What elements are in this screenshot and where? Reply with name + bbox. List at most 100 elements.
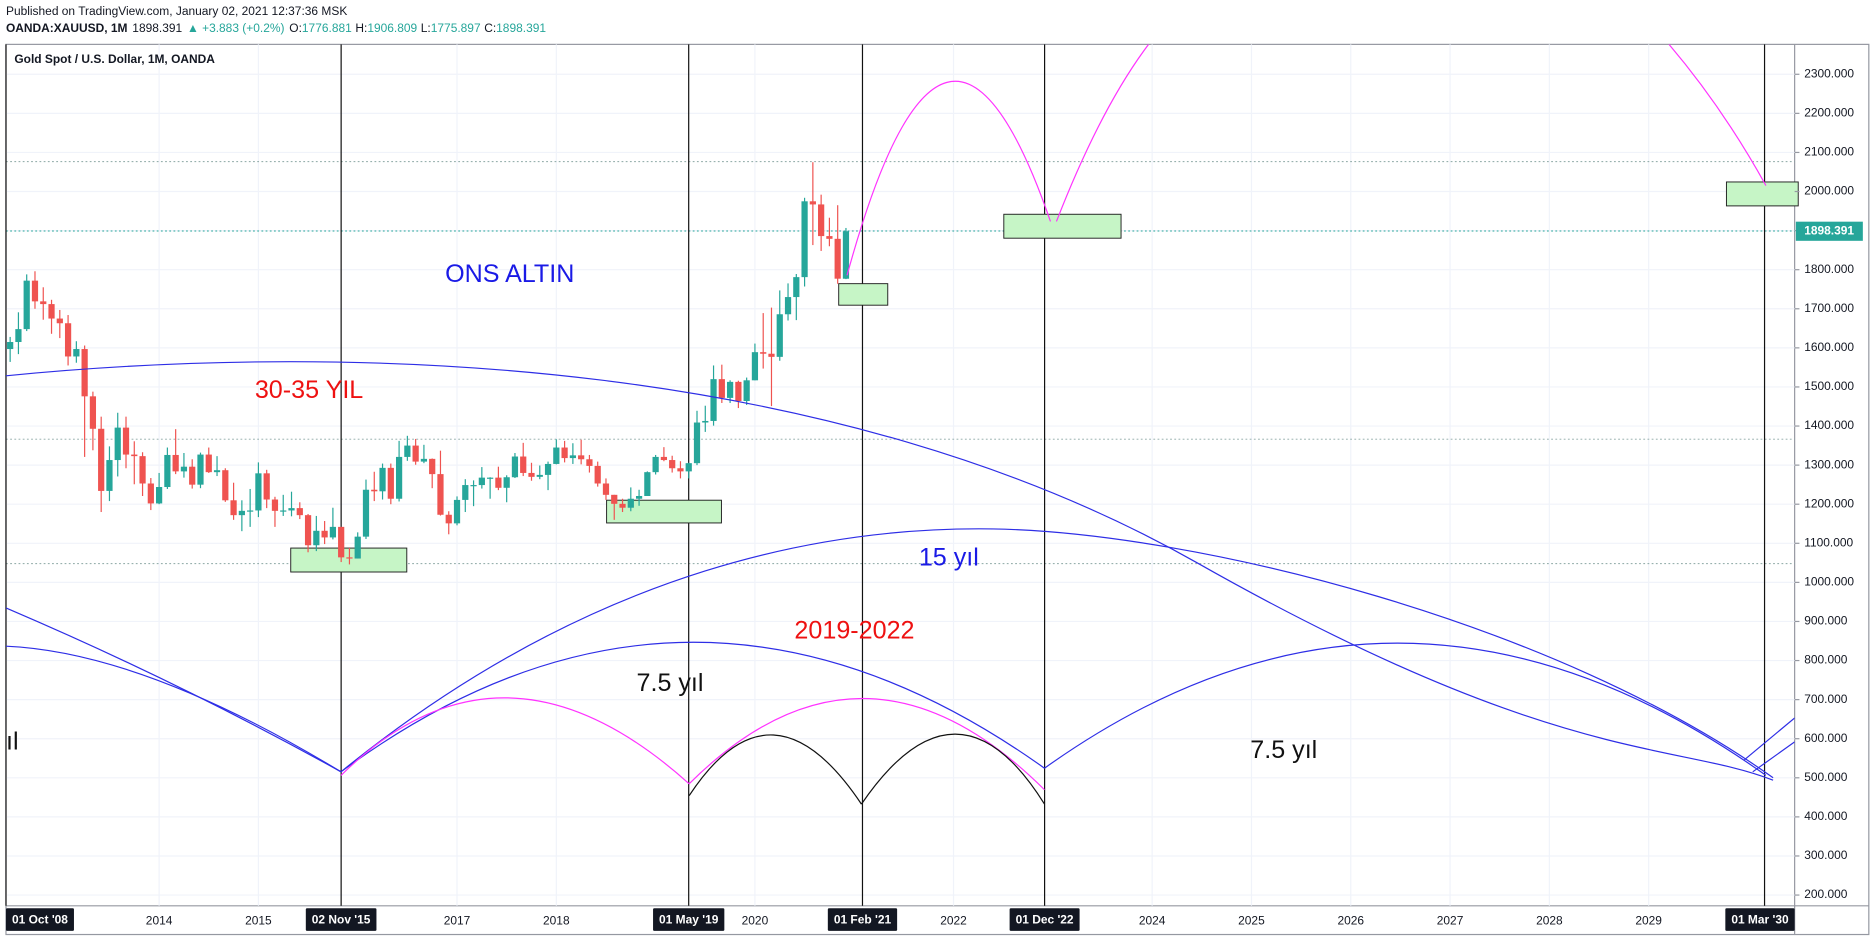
candle-body (172, 454, 179, 472)
blue-arcs (5, 361, 1795, 781)
published: Published on TradingView.com, January 02… (6, 4, 347, 18)
y-tick-label: 1200.000 (1804, 496, 1854, 510)
candle-body (296, 508, 303, 516)
x-tick-label: 2029 (1635, 914, 1662, 928)
arc (846, 80, 1052, 276)
x-tick-label: 2022 (940, 914, 967, 928)
candle-body (768, 353, 775, 357)
y-tick-label: 2100.000 (1804, 145, 1854, 159)
candle-body (197, 454, 204, 485)
candle-body (15, 329, 22, 343)
candle-body (346, 557, 353, 559)
candle-body (64, 323, 72, 357)
annotation: ONS ALTIN (445, 260, 574, 288)
candle-body (702, 420, 709, 423)
candle-body (793, 277, 800, 298)
y-tick-label: 1700.000 (1804, 301, 1854, 315)
candle-body (81, 349, 88, 397)
y-tick-label: 2200.000 (1804, 106, 1854, 120)
candle-body (462, 485, 469, 500)
candle-body (553, 447, 560, 464)
candle-body (611, 494, 618, 504)
candle-body (420, 458, 428, 462)
candle-body (487, 477, 494, 479)
candle-body (520, 456, 527, 473)
x-tick-label: 2018 (543, 914, 570, 928)
zone (1003, 213, 1122, 239)
y-tick-label: 2000.000 (1804, 184, 1854, 198)
candle-body (586, 459, 593, 466)
candle-body (40, 301, 47, 305)
candle-body (263, 473, 270, 500)
candle-body (834, 238, 841, 279)
arc (340, 528, 1774, 779)
x-tick-highlight (827, 908, 898, 931)
low-value: 1775.897 (431, 21, 481, 35)
x-tick-label: 2017 (444, 914, 471, 928)
y-tick-label: 1400.000 (1804, 418, 1854, 432)
candle-body (31, 280, 39, 302)
x-tick-highlight (1009, 908, 1080, 931)
candle-body (288, 508, 295, 511)
arc (340, 697, 690, 785)
candle-body (578, 455, 585, 460)
candle-body (395, 456, 403, 499)
candle-body (164, 454, 171, 488)
x-tick-label: 01 May '19 (659, 912, 719, 926)
candle-body (7, 342, 14, 350)
last-price-label: 1898.391 (1804, 223, 1854, 237)
candle-body (147, 483, 154, 504)
candle-body (304, 515, 312, 546)
candle-body (635, 495, 643, 499)
frame (5, 43, 1870, 936)
x-tick-label: 2015 (245, 914, 272, 928)
zone (1725, 181, 1799, 207)
candle-body (669, 460, 676, 469)
y-tick-label: 300.000 (1804, 848, 1848, 862)
x-tick-highlight (653, 908, 725, 931)
candle-body (760, 352, 767, 354)
candle-body (685, 463, 692, 472)
candle-body (544, 463, 552, 475)
candle-body (429, 458, 436, 475)
y-tick-label: 1500.000 (1804, 379, 1854, 393)
arc (1044, 642, 1767, 776)
y-tick-label: 800.000 (1804, 653, 1848, 667)
candle-body (561, 447, 568, 459)
candle-body (23, 280, 30, 330)
candle-body (362, 489, 370, 537)
candle-body (453, 499, 461, 524)
arc (688, 734, 862, 805)
candle-body (404, 445, 411, 457)
arcs (5, 44, 1795, 805)
x-tick-label: 2025 (1238, 914, 1265, 928)
candle-body (139, 456, 146, 484)
candle-body (56, 318, 63, 324)
arc (1752, 741, 1795, 773)
x-tick-label: 01 Mar '30 (1731, 912, 1789, 926)
candle-body (189, 466, 196, 485)
y-tick-label: 700.000 (1804, 692, 1848, 706)
candle-body (114, 427, 121, 461)
zone (838, 283, 889, 306)
candle-body (313, 530, 320, 546)
candle-body (677, 468, 684, 472)
arc (1668, 44, 1767, 186)
open-label: O: (289, 21, 302, 35)
change: ▲ +3.883 (+0.2%) (187, 21, 285, 35)
candle-body (89, 396, 97, 429)
high-label: H: (355, 21, 367, 35)
arc (5, 607, 342, 773)
x-tick-highlight (1725, 908, 1795, 931)
y-tick-label: 1000.000 (1804, 575, 1854, 589)
candle-body (321, 530, 328, 538)
x-tick-label: 2027 (1437, 914, 1464, 928)
candle-body (445, 514, 452, 524)
candle-body (644, 472, 651, 496)
arc (5, 645, 342, 773)
candle-body (503, 477, 510, 488)
y-tick-label: 2300.000 (1804, 66, 1854, 80)
y-tick-label: 200.000 (1804, 887, 1848, 901)
candle-body (131, 454, 138, 457)
